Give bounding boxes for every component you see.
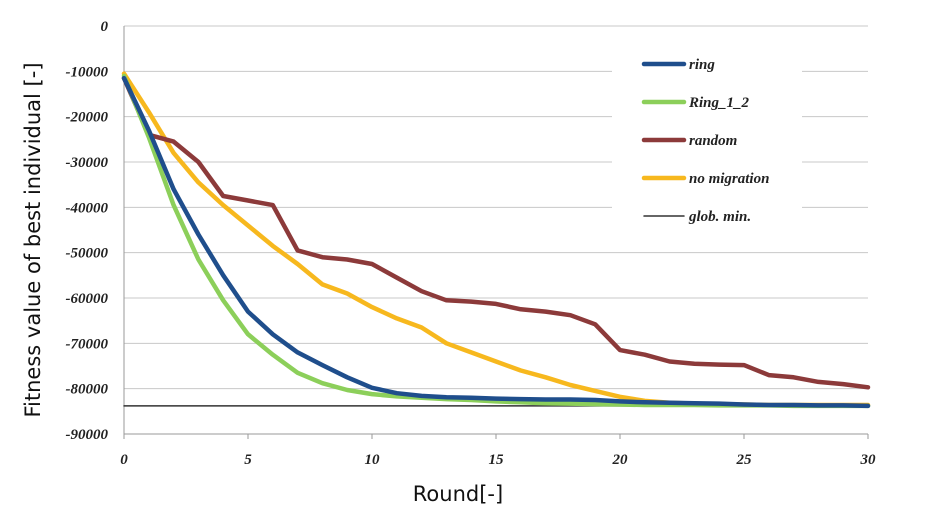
series-line-random — [121, 75, 871, 390]
x-tick-label: 15 — [489, 452, 505, 468]
legend-label: random — [689, 133, 737, 149]
y-tick-label: -20000 — [66, 110, 109, 126]
x-axis-title: Round[-] — [413, 482, 503, 506]
y-tick-label: -50000 — [66, 246, 109, 262]
y-tick-label: -30000 — [66, 155, 109, 171]
axes — [123, 26, 869, 439]
y-tick-label: -70000 — [66, 336, 109, 352]
legend-label: glob. min. — [688, 209, 751, 225]
y-tick-label: -40000 — [66, 200, 109, 216]
y-tick-label: -60000 — [66, 291, 109, 307]
series-line-ring — [121, 75, 871, 409]
x-tick-label: 10 — [365, 452, 381, 468]
series-lines — [121, 71, 871, 409]
y-tick-label: -90000 — [66, 427, 109, 443]
legend-label: ring — [689, 57, 715, 73]
y-tick-label: 0 — [101, 19, 109, 35]
y-tick-label: -10000 — [66, 64, 109, 80]
x-tick-label: 5 — [244, 452, 252, 468]
legend-label: Ring_1_2 — [688, 95, 750, 111]
y-axis-title: Fitness value of best individual [-] — [21, 62, 45, 417]
legend-label: no migration — [689, 171, 769, 187]
x-tick-label: 20 — [612, 452, 629, 468]
x-tick-label: 25 — [736, 452, 753, 468]
x-tick-label: 0 — [120, 452, 128, 468]
x-tick-label: 30 — [860, 452, 877, 468]
y-tick-label: -80000 — [66, 382, 109, 398]
x-tick-labels: 0 5 10 15 20 25 30 — [120, 452, 876, 468]
y-tick-labels: 0 -10000 -20000 -30000 -40000 -50000 -60000 -70… — [66, 19, 109, 443]
